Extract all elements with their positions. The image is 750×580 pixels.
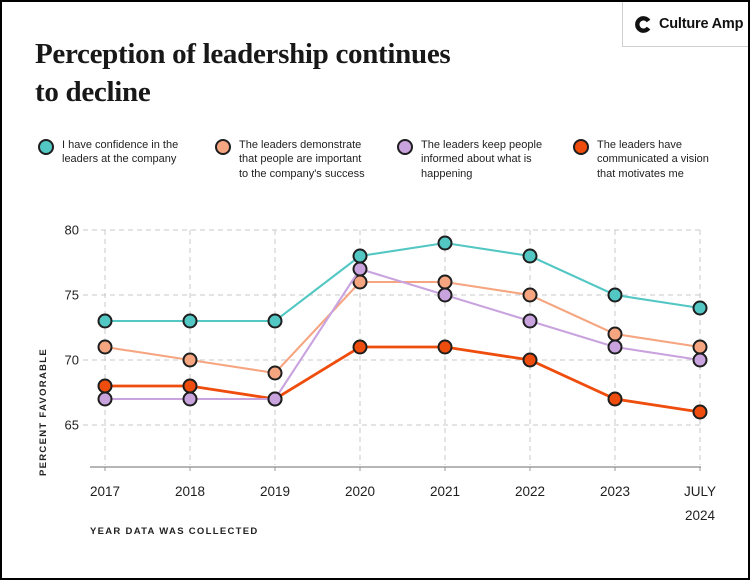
xtick-label-3: 2020 bbox=[345, 484, 375, 499]
data-point-confidence-4 bbox=[437, 235, 453, 251]
data-point-informed-0 bbox=[97, 391, 113, 407]
data-point-demonstrate-4 bbox=[437, 274, 453, 290]
xtick-label-4: 2021 bbox=[430, 484, 460, 499]
xtick-label-0: 2017 bbox=[90, 484, 120, 499]
legend-swatch-confidence-icon bbox=[38, 139, 54, 155]
legend-label-informed: The leaders keep people informed about w… bbox=[421, 139, 543, 180]
chart-legend: I have confidence in the leaders at the … bbox=[2, 136, 748, 196]
data-point-confidence-2 bbox=[267, 313, 283, 329]
ytick-label-70: 70 bbox=[65, 353, 79, 368]
legend-label-demonstrate: The leaders demonstrate that people are … bbox=[239, 139, 365, 180]
series-line-informed bbox=[105, 267, 701, 401]
data-point-vision-7 bbox=[692, 404, 708, 420]
data-point-confidence-7 bbox=[692, 300, 708, 316]
data-point-confidence-5 bbox=[522, 248, 538, 264]
legend-label-confidence: I have confidence in the leaders at the … bbox=[62, 139, 179, 166]
data-point-informed-7 bbox=[692, 352, 708, 368]
data-point-confidence-6 bbox=[607, 287, 623, 303]
data-point-demonstrate-7 bbox=[692, 339, 708, 355]
legend-swatch-demonstrate-icon bbox=[215, 139, 231, 155]
ytick-label-75: 75 bbox=[65, 288, 79, 303]
y-axis-caption: PERCENT FAVORABLE bbox=[38, 348, 49, 476]
page-title: Perception of leadership continues to de… bbox=[35, 38, 451, 108]
data-point-vision-1 bbox=[182, 378, 198, 394]
data-point-confidence-1 bbox=[182, 313, 198, 329]
series-line-vision bbox=[105, 345, 701, 414]
data-point-vision-5 bbox=[522, 352, 538, 368]
data-point-informed-4 bbox=[437, 287, 453, 303]
data-point-demonstrate-2 bbox=[267, 365, 283, 381]
data-point-informed-5 bbox=[522, 313, 538, 329]
legend-label-vision: The leaders have communicated a vision t… bbox=[597, 139, 709, 180]
data-point-demonstrate-1 bbox=[182, 352, 198, 368]
ytick-label-80: 80 bbox=[65, 223, 79, 238]
legend-swatch-informed-icon bbox=[397, 139, 413, 155]
data-point-informed-2 bbox=[267, 391, 283, 407]
xtick-label-6: 2023 bbox=[600, 484, 630, 499]
x-axis-caption: YEAR DATA WAS COLLECTED bbox=[90, 526, 259, 537]
data-point-confidence-3 bbox=[352, 248, 368, 264]
data-point-vision-3 bbox=[352, 339, 368, 355]
legend-item-confidence: I have confidence in the leaders at the … bbox=[38, 138, 208, 167]
legend-item-demonstrate: The leaders demonstrate that people are … bbox=[215, 138, 395, 181]
data-point-vision-6 bbox=[607, 391, 623, 407]
xtick-label-2: 2019 bbox=[260, 484, 290, 499]
data-point-vision-0 bbox=[97, 378, 113, 394]
legend-item-informed: The leaders keep people informed about w… bbox=[397, 138, 567, 181]
data-point-informed-3 bbox=[352, 261, 368, 277]
series-line-confidence bbox=[105, 241, 701, 323]
legend-swatch-vision-icon bbox=[573, 139, 589, 155]
culture-amp-c-mark-icon bbox=[634, 15, 653, 34]
data-point-informed-6 bbox=[607, 339, 623, 355]
culture-amp-wordmark: Culture Amp bbox=[659, 16, 744, 32]
data-point-demonstrate-6 bbox=[607, 326, 623, 342]
ytick-label-65: 65 bbox=[65, 418, 79, 433]
data-point-demonstrate-5 bbox=[522, 287, 538, 303]
culture-amp-logo: Culture Amp bbox=[622, 2, 748, 47]
xtick-label-7: JULY 2024 bbox=[684, 484, 716, 523]
legend-item-vision: The leaders have communicated a vision t… bbox=[573, 138, 743, 181]
data-point-confidence-0 bbox=[97, 313, 113, 329]
data-point-demonstrate-0 bbox=[97, 339, 113, 355]
data-point-vision-4 bbox=[437, 339, 453, 355]
xtick-label-1: 2018 bbox=[175, 484, 205, 499]
xtick-label-5: 2022 bbox=[515, 484, 545, 499]
data-point-informed-1 bbox=[182, 391, 198, 407]
